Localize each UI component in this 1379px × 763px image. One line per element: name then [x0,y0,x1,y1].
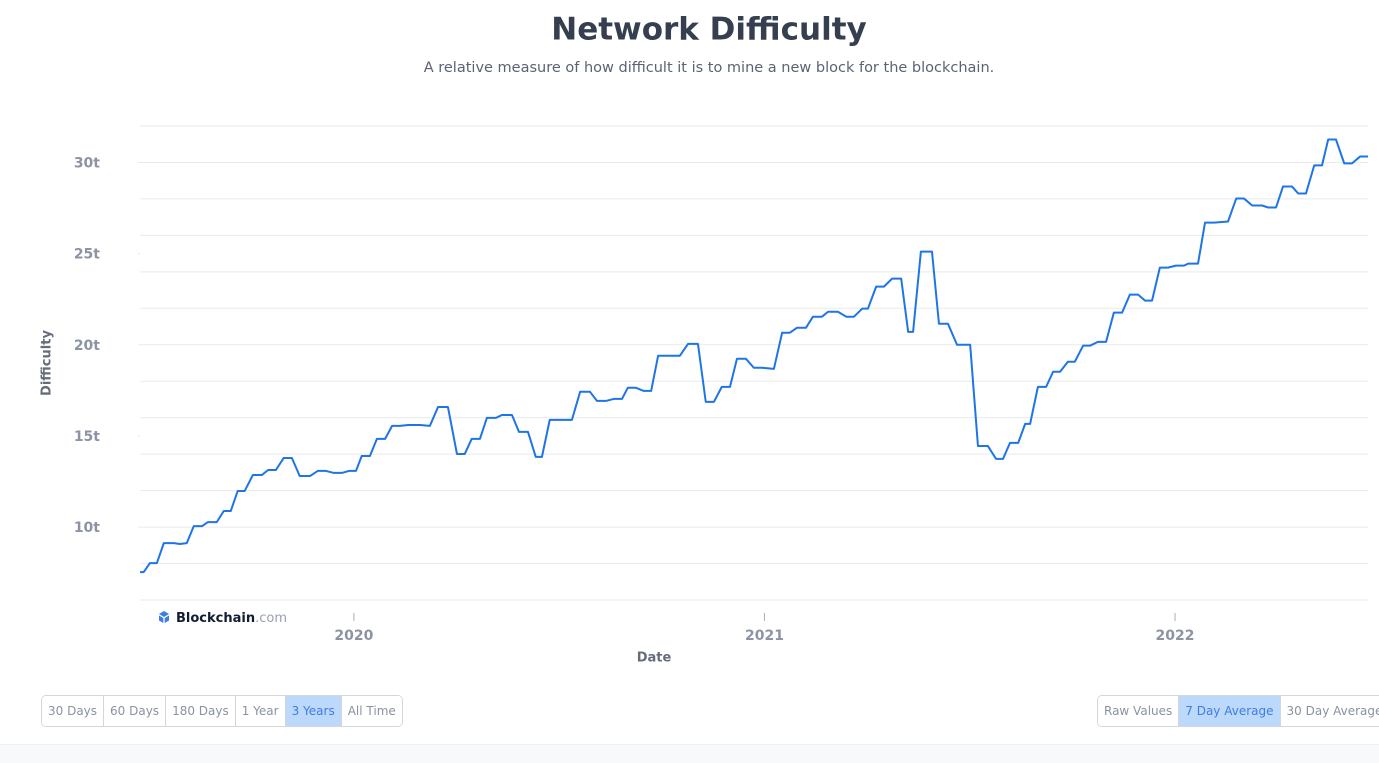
chart: Network Difficulty A relative measure of… [40,12,1368,666]
y-tick-label: 20t [74,338,100,354]
range-button[interactable]: 180 Days [165,696,235,726]
y-tick-label: 30t [74,155,100,171]
range-button[interactable]: 30 Days [42,696,104,726]
y-axis-title: Difficulty [40,330,55,396]
range-button[interactable]: All Time [340,696,402,726]
logo-icon [159,611,169,623]
chart-subtitle: A relative measure of how difficult it i… [424,60,995,76]
average-buttons: Raw Values 7 Day Average 30 Day Average [1097,695,1379,727]
range-button[interactable]: 60 Days [103,696,166,726]
logo-text: Blockchain.com [176,611,287,626]
data-line [140,138,1368,574]
range-button[interactable]: 3 Years [284,696,341,726]
grid [140,125,1368,601]
logo-suffix: .com [255,611,287,626]
footer-strip [0,744,1379,763]
x-axis-title: Date [637,651,672,666]
logo: Blockchain.com [159,611,287,626]
time-range-buttons: 30 Days 60 Days 180 Days 1 Year 3 Years All T… [41,695,403,727]
y-tick-label: 25t [74,247,100,263]
y-tick-label: 15t [74,429,100,445]
range-button[interactable]: 1 Year [234,696,285,726]
chart-title: Network Difficulty [551,12,866,48]
range-button[interactable]: 30 Day Average [1279,696,1379,726]
logo-name: Blockchain [176,611,255,626]
x-tick-label: 2020 [334,628,373,644]
x-tick-label: 2022 [1156,628,1195,644]
range-button[interactable]: 7 Day Average [1178,696,1280,726]
y-tick-label: 10t [74,520,100,536]
x-tick-label: 2021 [745,628,784,644]
range-button[interactable]: Raw Values [1098,696,1179,726]
